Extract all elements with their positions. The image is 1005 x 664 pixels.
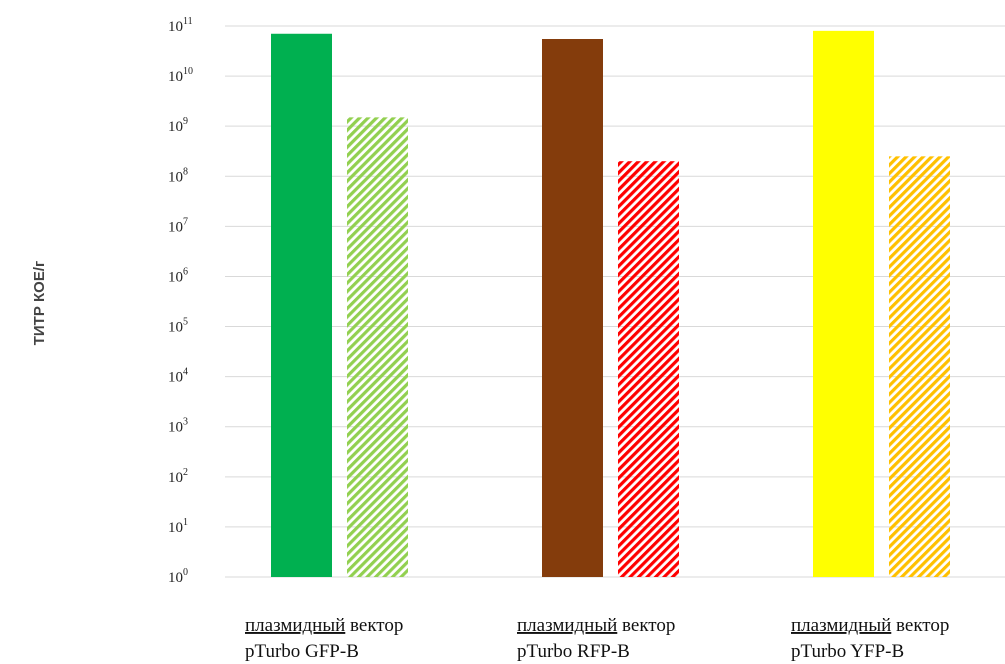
bar-solid (813, 30, 874, 578)
y-tick-label: 101 (168, 517, 188, 536)
bars (271, 30, 950, 578)
bar-striped (347, 117, 408, 578)
svg-text:плазмидный вектор: плазмидный вектор (517, 615, 675, 636)
bar-solid (542, 39, 603, 577)
y-tick-label: 107 (168, 216, 188, 235)
y-tick-label: 1011 (168, 16, 193, 35)
category-label: плазмидный вектор pTurbo GFP-B (245, 615, 403, 662)
gridlines (225, 25, 1005, 578)
category-label-rest: вектор (622, 615, 675, 636)
category-label-vector: pTurbo RFP-B (517, 641, 630, 662)
y-tick-label: 1010 (168, 66, 193, 85)
category-label: плазмидный вектор pTurbo RFP-B (517, 615, 675, 662)
svg-text:плазмидный вектор: плазмидный вектор (245, 615, 403, 636)
category-label-word: плазмидный (791, 615, 891, 636)
bar-striped (618, 161, 679, 578)
category-label-vector: pTurbo GFP-B (245, 641, 359, 662)
y-tick-label: 108 (168, 166, 188, 185)
category-label-vector: pTurbo YFP-B (791, 641, 904, 662)
y-axis-label: ТИТР КОЕ/г (31, 261, 48, 346)
category-label-rest: вектор (350, 615, 403, 636)
category-label-rest: вектор (896, 615, 949, 636)
category-label-word: плазмидный (245, 615, 345, 636)
y-tick-label: 100 (168, 567, 188, 586)
bar-solid (271, 33, 332, 578)
category-label: плазмидный вектор pTurbo YFP-B (791, 615, 949, 662)
svg-text:плазмидный вектор: плазмидный вектор (791, 615, 949, 636)
y-tick-label: 106 (168, 266, 188, 285)
y-tick-label: 104 (168, 367, 188, 386)
category-label-word: плазмидный (517, 615, 617, 636)
y-tick-label: 102 (168, 467, 188, 486)
y-tick-label: 103 (168, 417, 188, 436)
bar-striped (889, 156, 950, 578)
y-tick-label: 105 (168, 317, 188, 336)
y-tick-labels: 100 101 102 103 104 105 106 107 108 109 1010 1011 (168, 16, 193, 586)
y-tick-label: 109 (168, 116, 188, 135)
